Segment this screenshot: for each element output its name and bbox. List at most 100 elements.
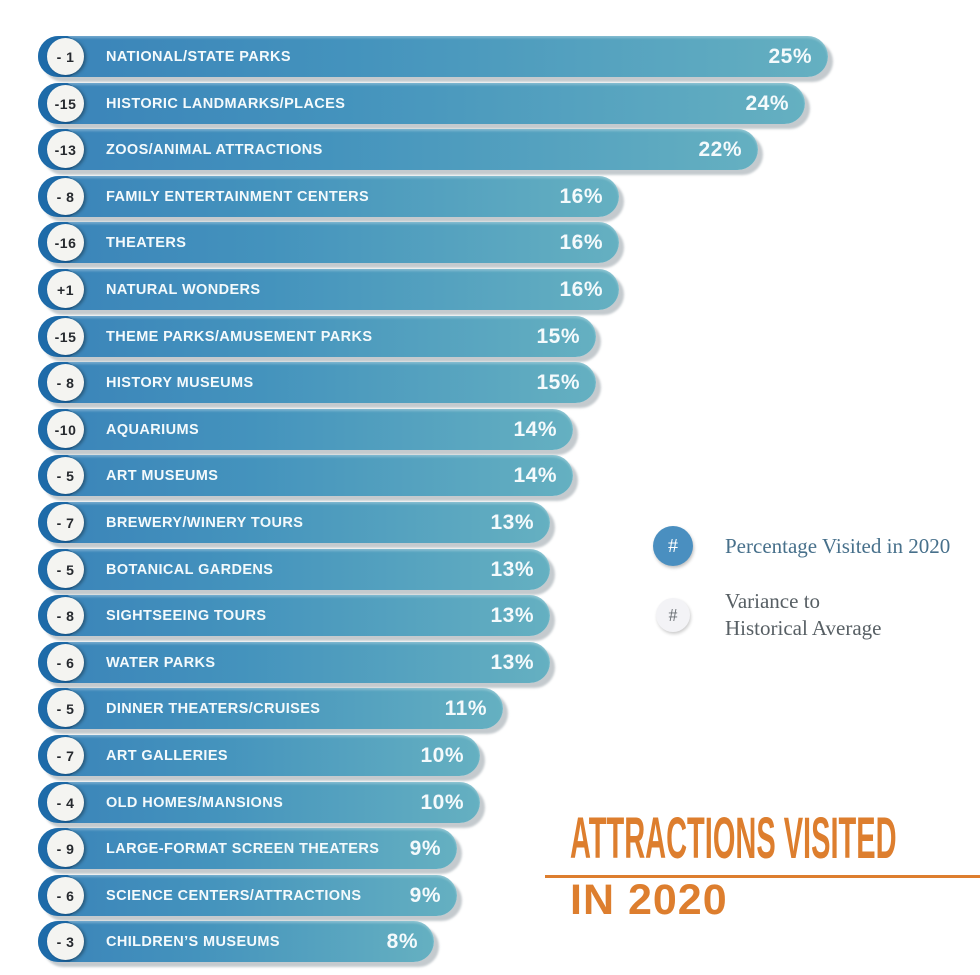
variance-value: - 6: [56, 887, 75, 904]
percent-value: 16%: [559, 277, 603, 301]
percent-value: 15%: [536, 324, 580, 348]
category-label: THEME PARKS/AMUSEMENT PARKS: [106, 328, 373, 345]
category-label: LARGE-FORMAT SCREEN THEATERS: [106, 840, 380, 857]
bar: - 7 BREWERY/WINERY TOURS 13%: [38, 502, 550, 543]
category-label: ART GALLERIES: [106, 747, 229, 764]
variance-value: - 6: [56, 654, 75, 671]
legend-item-percentage: # Percentage Visited in 2020: [653, 526, 950, 566]
category-label: CHILDREN’S MUSEUMS: [106, 933, 280, 950]
category-label: THEATERS: [106, 234, 187, 251]
bar-row: - 4 OLD HOMES/MANSIONS 10%: [38, 782, 480, 823]
variance-badge: - 8: [47, 178, 84, 215]
category-label: SIGHTSEEING TOURS: [106, 607, 267, 624]
variance-value: - 1: [56, 48, 75, 65]
variance-value: +1: [57, 281, 74, 298]
variance-value: - 7: [56, 747, 75, 764]
bar: - 5 ART MUSEUMS 14%: [38, 455, 573, 496]
category-label: DINNER THEATERS/CRUISES: [106, 700, 321, 717]
category-label: AQUARIUMS: [106, 421, 200, 438]
category-label: BOTANICAL GARDENS: [106, 561, 274, 578]
variance-value: - 7: [56, 514, 75, 531]
bar-row: - 5 DINNER THEATERS/CRUISES 11%: [38, 688, 503, 729]
variance-badge: -16: [47, 224, 84, 261]
variance-badge: - 7: [47, 737, 84, 774]
variance-badge: - 9: [47, 830, 84, 867]
bar: - 8 HISTORY MUSEUMS 15%: [38, 362, 596, 403]
variance-badge: - 3: [47, 923, 84, 960]
variance-legend-icon: #: [656, 598, 690, 632]
percent-value: 22%: [698, 137, 742, 161]
category-label: NATIONAL/STATE PARKS: [106, 48, 291, 65]
bar-row: - 7 ART GALLERIES 10%: [38, 735, 480, 776]
variance-badge: - 8: [47, 597, 84, 634]
percent-value: 24%: [745, 91, 789, 115]
percent-value: 8%: [386, 929, 418, 953]
percent-value: 10%: [420, 743, 464, 767]
bar: - 4 OLD HOMES/MANSIONS 10%: [38, 782, 480, 823]
chart-subtitle: IN 2020: [570, 876, 728, 924]
variance-badge: - 6: [47, 644, 84, 681]
variance-badge: - 5: [47, 690, 84, 727]
bar: - 1 NATIONAL/STATE PARKS 25%: [38, 36, 828, 77]
bar-row: - 8 HISTORY MUSEUMS 15%: [38, 362, 596, 403]
variance-badge: - 6: [47, 877, 84, 914]
bar: - 7 ART GALLERIES 10%: [38, 735, 480, 776]
bar: -15 HISTORIC LANDMARKS/PLACES 24%: [38, 83, 805, 124]
variance-badge: -15: [47, 85, 84, 122]
percent-value: 25%: [768, 44, 812, 68]
percent-value: 9%: [409, 883, 441, 907]
bar: - 6 WATER PARKS 13%: [38, 642, 550, 683]
percentage-legend-icon: #: [653, 526, 693, 566]
category-label: HISTORIC LANDMARKS/PLACES: [106, 95, 346, 112]
category-label: ART MUSEUMS: [106, 467, 219, 484]
variance-value: -10: [54, 421, 77, 438]
hash-symbol: #: [668, 534, 678, 557]
category-label: HISTORY MUSEUMS: [106, 374, 254, 391]
legend-label-percentage: Percentage Visited in 2020: [725, 533, 951, 558]
variance-value: - 5: [56, 467, 75, 484]
variance-value: - 3: [56, 933, 75, 950]
percent-value: 15%: [536, 370, 580, 394]
variance-value: - 8: [56, 607, 75, 624]
percent-value: 13%: [490, 603, 534, 627]
variance-value: - 8: [56, 188, 75, 205]
bar: -16 THEATERS 16%: [38, 222, 619, 263]
variance-badge: -10: [47, 411, 84, 448]
variance-badge: +1: [47, 271, 84, 308]
bar: - 9 LARGE-FORMAT SCREEN THEATERS 9%: [38, 828, 457, 869]
percent-value: 13%: [490, 557, 534, 581]
variance-badge: - 4: [47, 784, 84, 821]
bar-row: -15 HISTORIC LANDMARKS/PLACES 24%: [38, 83, 805, 124]
bar-row: - 9 LARGE-FORMAT SCREEN THEATERS 9%: [38, 828, 457, 869]
percent-value: 14%: [513, 463, 557, 487]
bar-row: - 6 WATER PARKS 13%: [38, 642, 550, 683]
bar-row: - 5 ART MUSEUMS 14%: [38, 455, 573, 496]
percent-value: 13%: [490, 650, 534, 674]
bar: -15 THEME PARKS/AMUSEMENT PARKS 15%: [38, 316, 596, 357]
variance-value: - 5: [56, 700, 75, 717]
category-label: WATER PARKS: [106, 654, 216, 671]
hash-symbol: #: [668, 604, 678, 625]
category-label: ZOOS/ANIMAL ATTRACTIONS: [106, 141, 323, 158]
percent-value: 9%: [409, 836, 441, 860]
bar-row: -15 THEME PARKS/AMUSEMENT PARKS 15%: [38, 316, 596, 357]
bar: - 3 CHILDREN’S MUSEUMS 8%: [38, 921, 434, 962]
variance-value: - 4: [56, 794, 75, 811]
category-label: NATURAL WONDERS: [106, 281, 261, 298]
legend-item-variance: # Variance to Historical Average: [656, 588, 881, 642]
percent-value: 16%: [559, 184, 603, 208]
variance-value: - 8: [56, 374, 75, 391]
variance-badge: - 5: [47, 551, 84, 588]
percent-value: 14%: [513, 417, 557, 441]
bar: -13 ZOOS/ANIMAL ATTRACTIONS 22%: [38, 129, 758, 170]
variance-badge: -15: [47, 318, 84, 355]
variance-value: -16: [54, 234, 77, 251]
bar: - 6 SCIENCE CENTERS/ATTRACTIONS 9%: [38, 875, 457, 916]
bar-row: - 8 FAMILY ENTERTAINMENT CENTERS 16%: [38, 176, 619, 217]
variance-value: -15: [54, 95, 77, 112]
chart-title: ATTRACTIONS VISITED: [570, 808, 897, 872]
bar-row: -10 AQUARIUMS 14%: [38, 409, 573, 450]
bar: -10 AQUARIUMS 14%: [38, 409, 573, 450]
bar-row: - 6 SCIENCE CENTERS/ATTRACTIONS 9%: [38, 875, 457, 916]
